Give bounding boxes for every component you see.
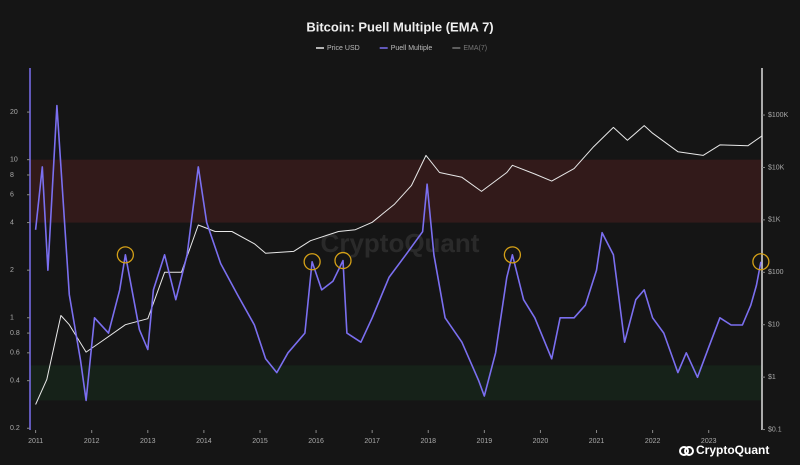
y-tick-label: 6 bbox=[10, 192, 14, 199]
x-tick-label: 2012 bbox=[84, 438, 100, 445]
legend-label: Puell Multiple bbox=[391, 45, 433, 52]
legend-label: EMA(7) bbox=[463, 45, 487, 52]
series-line bbox=[35, 125, 763, 405]
y2-tick-label: $10K bbox=[768, 164, 785, 171]
zone-band bbox=[30, 365, 762, 401]
x-tick-label: 2021 bbox=[589, 438, 605, 445]
highlight-circle bbox=[752, 253, 770, 271]
x-tick-label: 2018 bbox=[420, 438, 436, 445]
highlight-circle bbox=[503, 246, 522, 264]
y2-tick-label: $0.1 bbox=[768, 426, 782, 433]
x-tick-label: 2019 bbox=[477, 438, 493, 445]
y-tick-label: 10 bbox=[10, 157, 18, 164]
logo-icon bbox=[679, 446, 694, 456]
y2-tick-label: $1 bbox=[768, 374, 776, 381]
x-tick-label: 2011 bbox=[28, 438, 43, 445]
y2-tick-label: $10 bbox=[768, 322, 780, 329]
logo-text: CryptoQuant bbox=[696, 443, 769, 457]
y-tick-label: 2 bbox=[10, 267, 14, 274]
y-tick-label: 0.8 bbox=[10, 330, 20, 337]
y-tick-label: 4 bbox=[10, 219, 14, 226]
y-tick-label: 0.4 bbox=[10, 378, 20, 385]
y-tick-label: 20 bbox=[10, 109, 18, 116]
x-tick-label: 2020 bbox=[533, 438, 549, 445]
watermark: CryptoQuant bbox=[321, 228, 480, 258]
legend: Price USD Puell Multiple EMA(7) bbox=[316, 45, 487, 52]
y2-tick-label: $100 bbox=[768, 269, 784, 276]
x-tick-label: 2016 bbox=[308, 438, 324, 445]
highlight-circle bbox=[334, 251, 352, 270]
logo-ring bbox=[684, 446, 694, 456]
y-tick-label: 0.2 bbox=[10, 425, 20, 432]
y-tick-label: 8 bbox=[10, 172, 14, 179]
logo-ring bbox=[679, 446, 689, 456]
x-tick-label: 2013 bbox=[140, 438, 156, 445]
y-tick-label: 1 bbox=[10, 315, 14, 322]
series-line bbox=[34, 104, 762, 402]
y2-tick-label: $100K bbox=[768, 112, 789, 119]
x-tick-label: 2015 bbox=[252, 438, 268, 445]
highlight-circle bbox=[303, 253, 321, 271]
chart-title: Bitcoin: Puell Multiple (EMA 7) bbox=[306, 19, 493, 34]
legend-label: Price USD bbox=[327, 45, 360, 52]
y2-tick-label: $1K bbox=[768, 217, 781, 224]
x-tick-label: 2022 bbox=[645, 438, 661, 445]
x-tick-label: 2017 bbox=[364, 438, 380, 445]
x-tick-label: 2014 bbox=[196, 438, 212, 445]
zone-band bbox=[30, 159, 762, 223]
y-tick-label: 0.6 bbox=[10, 350, 20, 357]
x-tick-label: 2023 bbox=[701, 438, 717, 445]
highlight-circle bbox=[116, 246, 135, 264]
